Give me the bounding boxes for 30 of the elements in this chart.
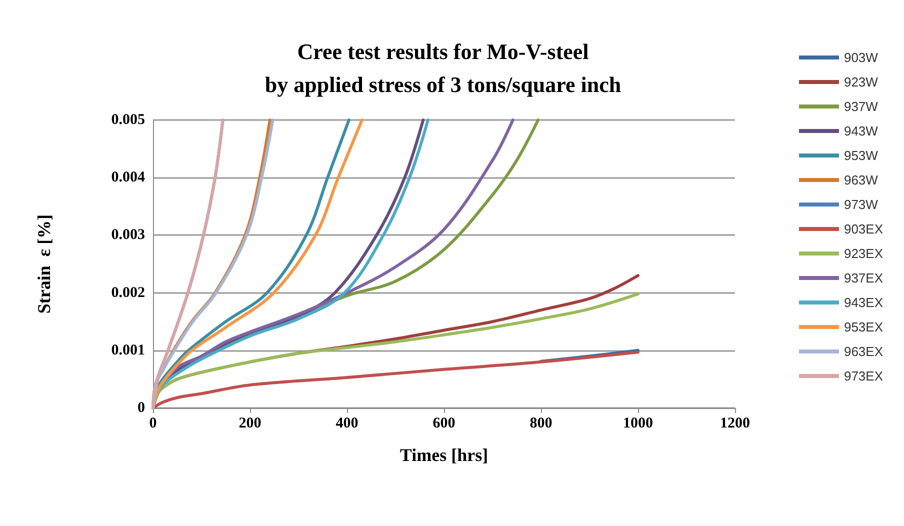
legend-label: 923W: [844, 74, 879, 90]
legend-label: 937EX: [844, 270, 884, 286]
x-tick-label: 200: [238, 416, 262, 432]
legend-label: 973EX: [844, 368, 884, 384]
legend-label: 923EX: [844, 246, 884, 261]
legend-label: 973W: [844, 197, 879, 212]
legend-label: 963EX: [844, 344, 884, 359]
x-axis-title: Times [hrs]: [400, 445, 488, 465]
y-tick-label: 0.001: [111, 342, 145, 358]
y-tick-label: 0.003: [111, 227, 145, 244]
y-tick-label: 0: [138, 400, 145, 416]
legend-label: 937W: [844, 99, 879, 114]
y-tick-label: 0.002: [111, 284, 145, 301]
legend-label: 903W: [844, 50, 879, 65]
x-tick-label: 0: [149, 416, 157, 432]
y-tick-label: 0.004: [111, 170, 146, 186]
legend-label: 963W: [844, 172, 879, 188]
x-tick-label: 400: [336, 416, 358, 432]
x-tick-label: 800: [530, 416, 552, 432]
legend-label: 943EX: [844, 295, 884, 310]
legend-label: 943W: [844, 124, 879, 138]
legend-label: 953EX: [844, 320, 884, 334]
y-tick-label: 0.005: [111, 112, 145, 128]
x-tick-label: 1000: [623, 416, 653, 432]
legend-label: 903EX: [844, 222, 884, 236]
x-tick-label: 600: [432, 416, 456, 432]
legend-label: 953W: [844, 148, 879, 163]
x-tick-label: 1200: [720, 416, 750, 432]
chart-title: Cree test results for Mo-V-steel by applied stress of 3 tons/square inch: [264, 39, 622, 97]
y-axis-title: Strain ε [%]: [34, 214, 54, 314]
